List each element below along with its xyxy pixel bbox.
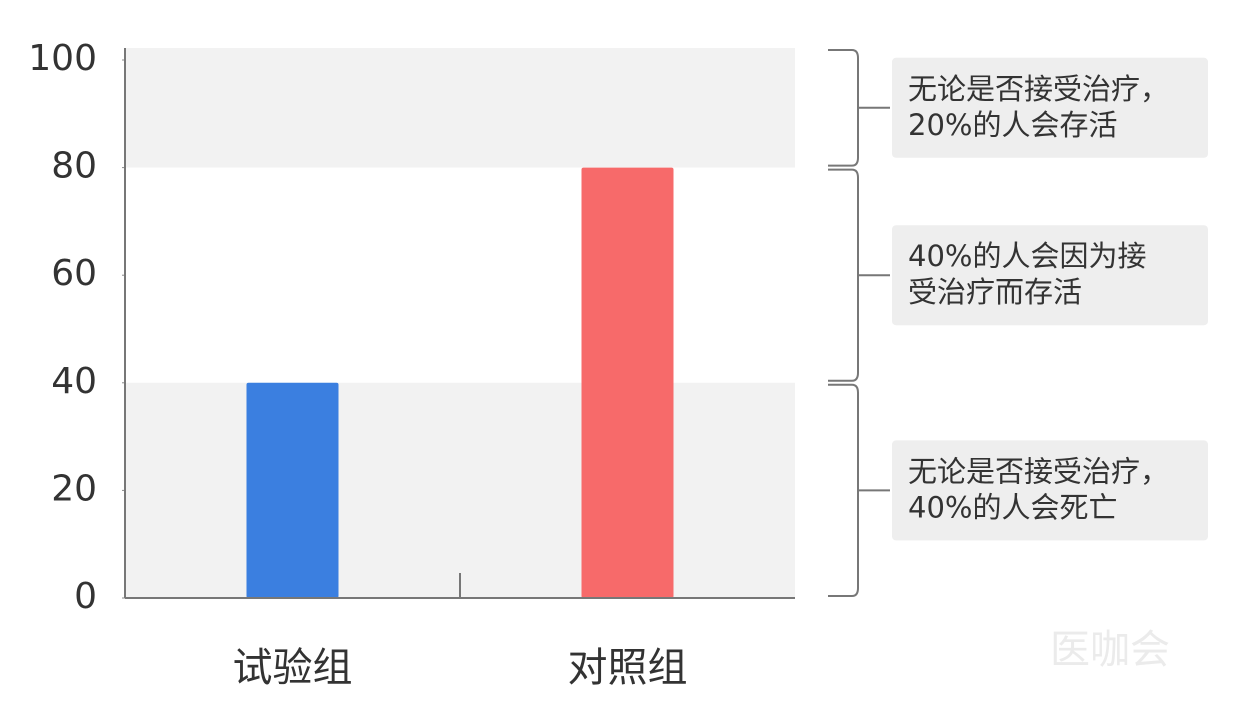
annotation-box (892, 440, 1208, 541)
annotation-text: 无论是否接受治疗， (908, 72, 1169, 106)
annotation-text: 40%的人会死亡 (908, 490, 1117, 524)
y-tick-label: 80 (51, 146, 97, 187)
annotation-text: 20%的人会存活 (908, 108, 1117, 142)
annotation-text: 无论是否接受治疗， (908, 454, 1169, 488)
annotation-text: 受治疗而存活 (908, 275, 1082, 309)
y-tick-label: 20 (51, 468, 97, 509)
watermark: 医咖会 (1050, 627, 1170, 673)
shaded-band (125, 382, 795, 598)
annotation-box (892, 57, 1208, 158)
y-tick-label: 40 (51, 361, 97, 402)
brace (828, 383, 890, 597)
y-tick-label: 100 (28, 38, 97, 79)
bar (246, 382, 339, 598)
y-tick-label: 0 (74, 576, 97, 617)
shaded-band (125, 48, 795, 168)
x-tick-label: 对照组 (568, 645, 688, 691)
brace (828, 49, 890, 167)
bar (581, 167, 674, 598)
x-tick-label: 试验组 (233, 645, 353, 691)
brace (828, 168, 890, 382)
annotation-box (892, 225, 1208, 326)
y-tick-label: 60 (51, 253, 97, 294)
annotation-text: 40%的人会因为接 (908, 239, 1146, 273)
